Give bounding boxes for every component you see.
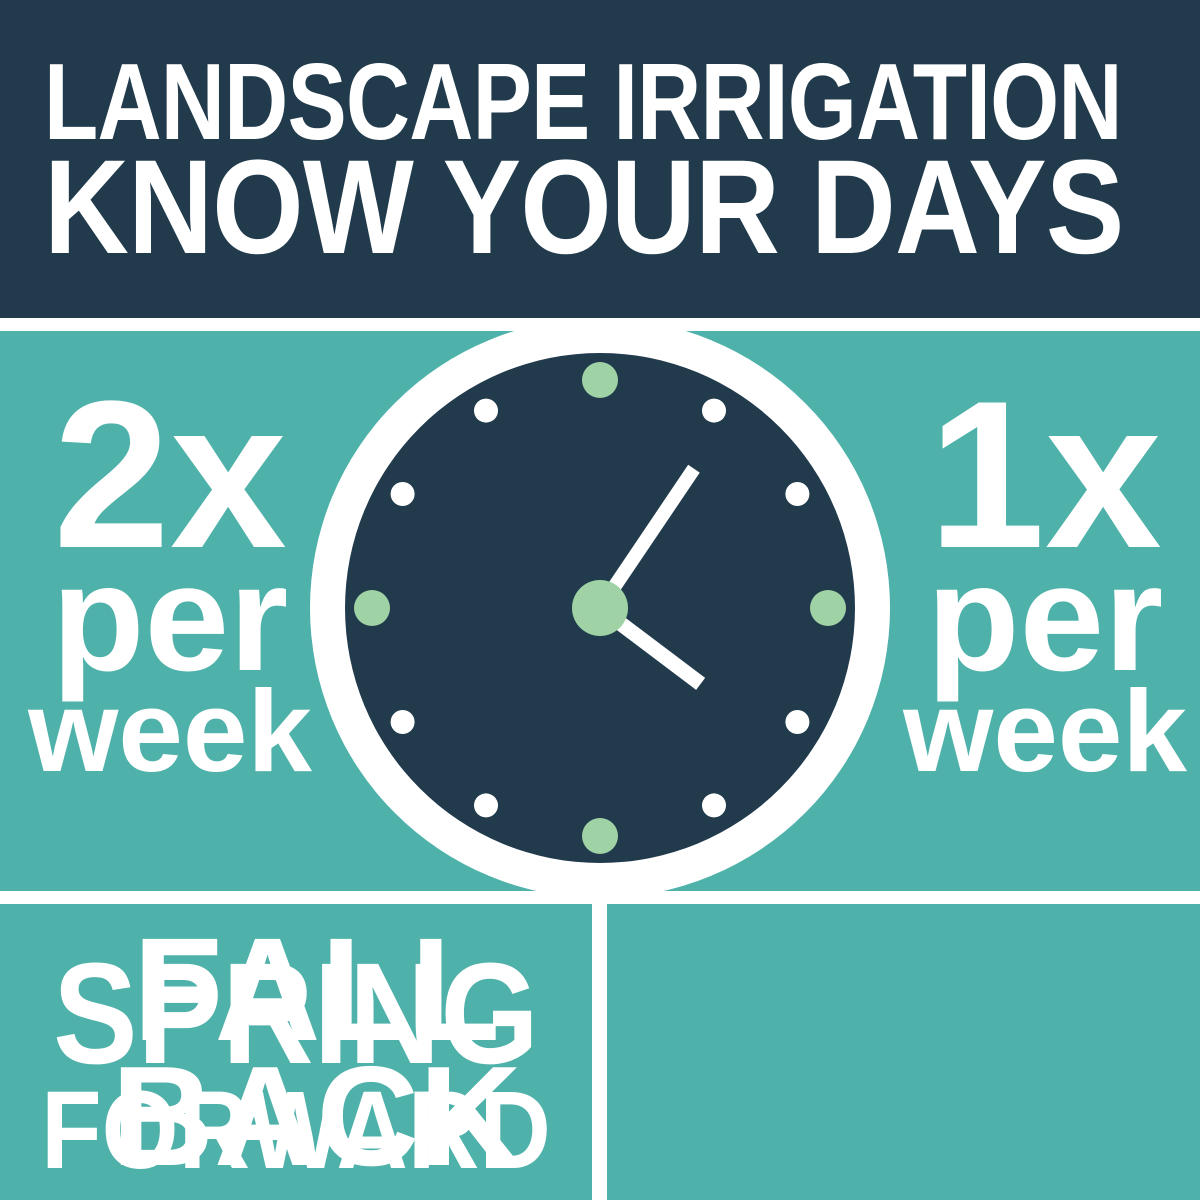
divider-header [0, 318, 1200, 331]
hour-marker-2-icon [785, 482, 810, 506]
hour-marker-4-icon [785, 710, 810, 734]
fall-back-panel [607, 904, 1200, 1200]
divider-footer [0, 891, 1200, 904]
spring-label-line1: SPRING [53, 933, 539, 1094]
spring-frequency-per: per [51, 533, 289, 703]
hour-marker-9-icon [354, 590, 390, 626]
clock-icon [310, 318, 890, 898]
hour-marker-8-icon [390, 710, 415, 734]
fall-frequency-per: per [926, 533, 1164, 703]
hour-marker-6-icon [582, 818, 618, 854]
hour-marker-5-icon [702, 793, 726, 818]
fall-frequency-value: 1x [928, 357, 1162, 592]
fall-label-line1: FALL [132, 908, 501, 1072]
clock-hub [572, 580, 628, 636]
spring-frequency-value: 2x [53, 357, 287, 592]
hour-marker-10-icon [390, 482, 415, 506]
minute-hand [594, 464, 700, 612]
hour-marker-1-icon [702, 398, 726, 423]
hour-marker-11-icon [474, 398, 498, 423]
spring-label-line2: FORWARD [41, 1069, 551, 1192]
fall-label-line2: BACK [111, 1037, 522, 1196]
spring-forward-panel [0, 904, 592, 1200]
hour-marker-7-icon [474, 793, 498, 818]
hour-marker-12-icon [582, 362, 618, 398]
divider-footer-vertical [592, 904, 607, 1200]
header-banner: LANDSCAPE IRRIGATION KNOW YOUR DAYS [0, 0, 1200, 318]
spring-frequency-week: week [28, 666, 312, 796]
hour-marker-3-icon [810, 590, 846, 626]
header-title-line1: LANDSCAPE IRRIGATION [44, 41, 1123, 163]
fall-frequency-week: week [903, 666, 1187, 796]
header-title-line2: KNOW YOUR DAYS [44, 133, 1124, 282]
